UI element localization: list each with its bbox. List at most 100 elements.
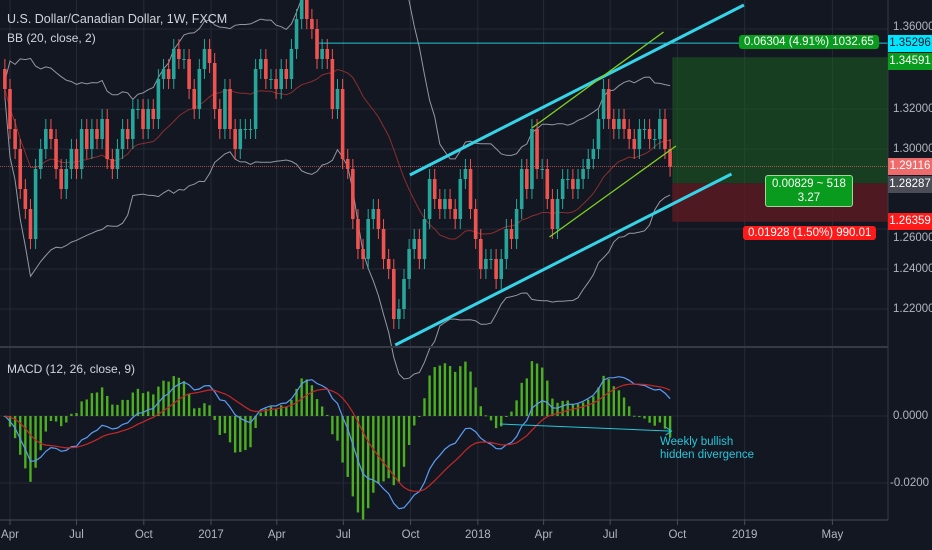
time-axis-label: 2019 (731, 529, 758, 541)
candle-body (3, 69, 7, 89)
candle-body (125, 129, 130, 139)
macd-histogram-bar (658, 416, 662, 423)
macd-histogram-bar (182, 381, 186, 416)
risk-reward-label[interactable]: 0.00829 ~ 518 3.27 (765, 175, 853, 207)
macd-histogram-bar (627, 406, 631, 416)
macd-histogram-bar (453, 371, 457, 416)
macd-histogram-bar (653, 416, 656, 426)
macd-histogram-bar (469, 371, 472, 416)
candle-body (59, 169, 63, 189)
candle-body (304, 0, 309, 20)
candle-body (64, 169, 69, 189)
candle-body (647, 129, 652, 139)
candle-body (642, 129, 647, 130)
candle-body (458, 179, 463, 219)
candle-body (478, 239, 483, 269)
macd-histogram-bar (203, 403, 206, 416)
macd-histogram-bar (95, 392, 99, 416)
candle-body (28, 209, 33, 239)
macd-legend[interactable]: MACD (12, 26, close, 9) (7, 362, 136, 376)
candle-body (391, 269, 396, 319)
macd-pane (3, 361, 673, 521)
candle-body (54, 139, 58, 169)
candle-body (576, 179, 580, 189)
candle-body (120, 129, 125, 149)
candle-body (381, 229, 386, 259)
macd-histogram-bar (530, 361, 534, 416)
candle-body (269, 79, 273, 80)
price-axis-label: 1.24000 (893, 263, 932, 275)
candle-body (386, 259, 391, 269)
macd-histogram-bar (13, 416, 17, 439)
candle-body (33, 169, 38, 239)
candle-body (376, 209, 381, 229)
candle-body (264, 59, 268, 79)
bb-legend[interactable]: BB (20, close, 2) (7, 31, 96, 45)
candle-body (397, 309, 401, 319)
macd-histogram-bar (556, 402, 559, 416)
risk-reward-ratio: 3.27 (797, 192, 821, 204)
macd-histogram-bar (489, 416, 493, 421)
macd-histogram-bar (121, 399, 124, 416)
macd-histogram-bar (157, 386, 160, 416)
macd-histogram-bar (366, 416, 370, 509)
macd-histogram-bar (540, 367, 544, 416)
macd-histogram-bar (152, 394, 155, 416)
macd-histogram-bar (382, 416, 385, 482)
candle-body (340, 89, 345, 159)
candle-body (658, 119, 662, 139)
candle-body (596, 119, 601, 149)
macd-histogram-bar (341, 416, 344, 463)
macd-histogram-bar (136, 388, 140, 416)
candle-body (177, 49, 181, 59)
macd-histogram-bar (80, 401, 83, 416)
macd-histogram-bar (479, 406, 482, 416)
candle-body (38, 149, 43, 169)
candle-body (407, 249, 411, 279)
macd-histogram-bar (233, 416, 237, 453)
macd-histogram-bar (612, 386, 616, 416)
macd-histogram-bar (198, 407, 201, 416)
candle-body (453, 209, 457, 219)
profit-zone (672, 57, 888, 184)
macd-histogram-bar (505, 416, 508, 417)
time-axis-label: Jul (69, 529, 84, 541)
price-axis-label: 1.30000 (893, 143, 932, 155)
candle-body (197, 69, 202, 109)
candle-body (243, 129, 248, 130)
candle-body (443, 199, 447, 209)
macd-histogram-bar (597, 387, 600, 416)
macd-histogram-bar (587, 399, 590, 416)
macd-histogram-bar (643, 416, 646, 419)
candle-body (217, 109, 222, 129)
candle-body (44, 129, 48, 149)
candle-body (565, 179, 570, 180)
divergence-annotation[interactable]: Weekly bullish hidden divergence (660, 436, 754, 462)
stop-label[interactable]: 0.01928 (1.50%) 990.01 (743, 226, 877, 240)
macd-histogram-bar (218, 416, 221, 435)
macd-histogram-bar (315, 399, 319, 416)
candle-body (212, 63, 217, 109)
candle-body (448, 199, 452, 209)
macd-line (4, 376, 671, 510)
macd-histogram-bar (535, 363, 539, 416)
candle-body (361, 249, 365, 259)
candle-body (627, 129, 631, 139)
candle-body (525, 169, 529, 189)
target-label[interactable]: 0.06304 (4.91%) 1032.65 (739, 35, 879, 49)
candle-body (49, 129, 53, 139)
time-axis-label: Oct (401, 529, 420, 541)
lower-channel-line (394, 172, 733, 347)
candle-body (166, 69, 171, 79)
macd-histogram-bar (331, 416, 334, 435)
candle-body (74, 149, 79, 169)
macd-histogram-bar (54, 416, 58, 422)
candle-body (422, 219, 427, 259)
candle-body (95, 129, 99, 139)
macd-histogram-bar (223, 416, 227, 434)
macd-histogram-bar (407, 416, 411, 446)
macd-histogram-bar (208, 405, 211, 416)
macd-histogram-bar (392, 416, 395, 486)
candle-body (23, 189, 28, 209)
